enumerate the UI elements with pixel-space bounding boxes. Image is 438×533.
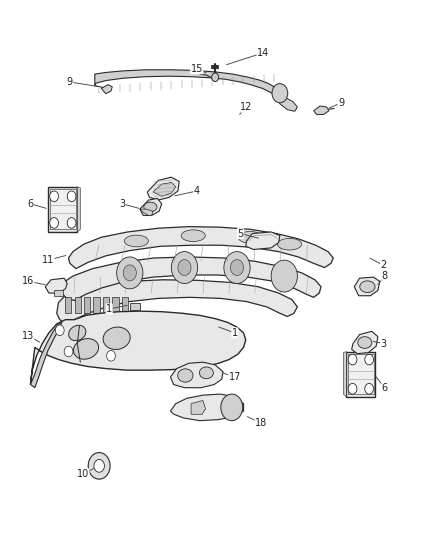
Polygon shape [351, 332, 377, 354]
Polygon shape [77, 187, 80, 232]
Polygon shape [346, 352, 374, 397]
Text: 10: 10 [77, 469, 89, 479]
Ellipse shape [237, 231, 261, 243]
Text: 9: 9 [67, 77, 73, 87]
Ellipse shape [359, 281, 374, 293]
Polygon shape [30, 311, 245, 384]
Ellipse shape [144, 202, 156, 212]
Text: 3: 3 [119, 199, 125, 209]
Circle shape [220, 394, 242, 421]
Polygon shape [147, 177, 179, 200]
Polygon shape [68, 227, 332, 269]
Polygon shape [343, 352, 346, 397]
Text: 1: 1 [231, 328, 237, 338]
Text: 17: 17 [228, 372, 240, 382]
Bar [65, 297, 71, 313]
Bar [74, 297, 81, 313]
Circle shape [171, 252, 197, 284]
Bar [112, 297, 118, 313]
Polygon shape [54, 290, 63, 296]
Polygon shape [61, 257, 320, 301]
Ellipse shape [103, 327, 130, 350]
Polygon shape [30, 322, 62, 387]
Bar [84, 297, 90, 313]
Text: 15: 15 [190, 64, 202, 74]
Circle shape [364, 354, 373, 365]
Text: 12: 12 [239, 102, 251, 112]
Polygon shape [170, 362, 223, 387]
Text: 6: 6 [27, 199, 33, 209]
Polygon shape [245, 232, 279, 249]
Circle shape [67, 217, 76, 228]
Polygon shape [57, 280, 297, 324]
Text: 3: 3 [380, 338, 386, 349]
Text: 11: 11 [42, 255, 54, 265]
Circle shape [49, 217, 58, 228]
Polygon shape [152, 182, 175, 196]
Polygon shape [276, 93, 297, 111]
Circle shape [106, 351, 115, 361]
Circle shape [271, 260, 297, 292]
Polygon shape [49, 189, 76, 229]
Circle shape [272, 84, 287, 103]
Circle shape [347, 354, 356, 365]
Ellipse shape [277, 238, 301, 250]
Circle shape [364, 383, 373, 394]
Ellipse shape [73, 338, 99, 359]
Circle shape [123, 265, 136, 281]
Text: 5: 5 [237, 229, 243, 239]
Circle shape [64, 346, 73, 357]
Ellipse shape [177, 369, 193, 382]
Text: 16: 16 [21, 277, 34, 286]
Polygon shape [347, 354, 373, 394]
Text: 18: 18 [254, 418, 267, 429]
Polygon shape [130, 303, 140, 310]
Polygon shape [191, 400, 205, 414]
Circle shape [347, 383, 356, 394]
Circle shape [49, 191, 58, 201]
Circle shape [177, 260, 191, 276]
Bar [103, 297, 109, 313]
Circle shape [230, 260, 243, 276]
Polygon shape [140, 209, 152, 215]
Polygon shape [95, 70, 280, 95]
Polygon shape [353, 277, 379, 296]
Polygon shape [48, 187, 77, 232]
Bar [93, 297, 99, 313]
Polygon shape [170, 394, 243, 421]
Circle shape [67, 191, 76, 201]
Text: 4: 4 [193, 186, 199, 196]
Polygon shape [45, 278, 67, 293]
Text: 9: 9 [337, 98, 343, 108]
Ellipse shape [124, 235, 148, 247]
Circle shape [55, 325, 64, 336]
Circle shape [117, 257, 143, 289]
Circle shape [211, 73, 218, 82]
Bar [122, 297, 128, 313]
Ellipse shape [181, 230, 205, 241]
Text: 6: 6 [381, 383, 387, 393]
Text: 13: 13 [21, 330, 34, 341]
Ellipse shape [199, 367, 213, 378]
Text: 14: 14 [257, 48, 269, 58]
Text: 2: 2 [380, 261, 386, 270]
Text: 1: 1 [106, 304, 112, 314]
Ellipse shape [357, 337, 371, 349]
Ellipse shape [68, 325, 86, 341]
Polygon shape [101, 85, 112, 94]
Text: 8: 8 [381, 271, 387, 281]
Circle shape [94, 459, 104, 472]
Circle shape [223, 252, 250, 284]
Polygon shape [313, 106, 328, 115]
Circle shape [88, 453, 110, 479]
Polygon shape [140, 198, 161, 215]
